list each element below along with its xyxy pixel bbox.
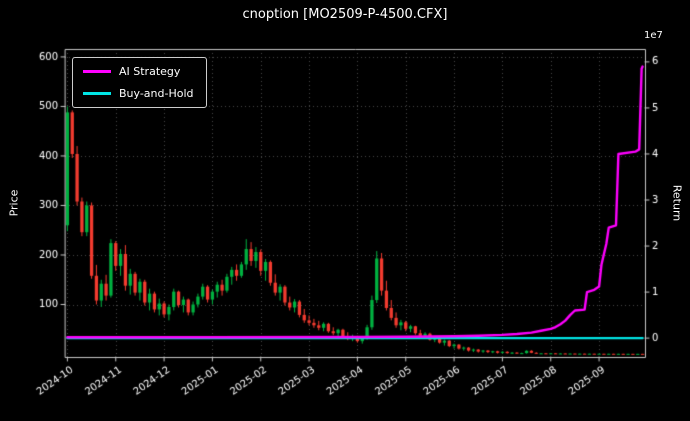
legend-item-ai-strategy: AI Strategy: [83, 65, 194, 78]
legend-item-buy-and-hold: Buy-and-Hold: [83, 87, 194, 100]
legend-label-buy-and-hold: Buy-and-Hold: [119, 87, 194, 100]
right-axis-multiplier: 1e7: [644, 30, 663, 41]
buy-and-hold-line-swatch: [83, 92, 111, 95]
ai-strategy-line-swatch: [83, 70, 111, 73]
legend-label-ai-strategy: AI Strategy: [119, 65, 181, 78]
chart-title: cnoption [MO2509-P-4500.CFX]: [242, 7, 448, 22]
legend: AI Strategy Buy-and-Hold: [72, 57, 207, 108]
y-axis-label-return: Return: [670, 184, 684, 222]
y-axis-label-price: Price: [7, 189, 21, 217]
